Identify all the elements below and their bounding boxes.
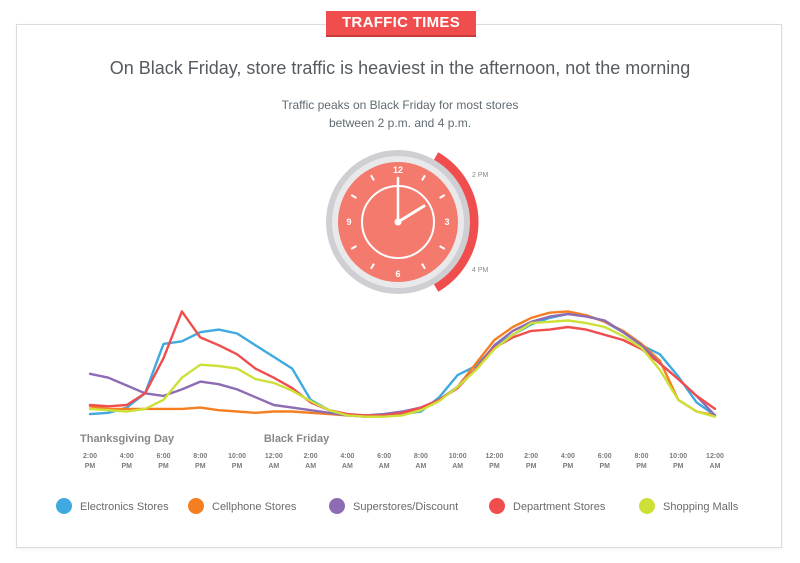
x-tick-label: 6:00 [377, 453, 391, 460]
clock-tick [421, 263, 426, 270]
series-line-department-stores [88, 310, 717, 417]
clock-number-6: 6 [395, 269, 400, 279]
x-tick-label: 8:00 [193, 453, 207, 460]
x-tick-label-suffix: PM [563, 463, 574, 470]
subtitle-line-1: Traffic peaks on Black Friday for most s… [281, 98, 519, 112]
x-tick-label-suffix: PM [195, 463, 206, 470]
x-tick-label-suffix: PM [673, 463, 684, 470]
clock-tick [370, 263, 375, 270]
x-tick-label: 6:00 [157, 453, 171, 460]
x-tick-label: 10:00 [449, 453, 467, 460]
legend-label-shopping-malls: Shopping Malls [663, 501, 739, 513]
clock-label-2pm: 2 PM [472, 172, 489, 179]
clock-tick-marks [350, 174, 446, 270]
x-tick-label: 2:00 [83, 453, 97, 460]
x-tick-label-suffix: AM [268, 463, 279, 470]
x-tick-label-suffix: PM [489, 463, 500, 470]
legend-swatch-shopping-malls [639, 498, 655, 514]
clock-tick [439, 194, 446, 199]
legend-label-cellphone-stores: Cellphone Stores [212, 501, 297, 513]
x-tick-label: 8:00 [414, 453, 428, 460]
series-line-shopping-malls [88, 319, 717, 418]
x-tick-label-suffix: AM [379, 463, 390, 470]
x-tick-label: 4:00 [561, 453, 575, 460]
x-tick-label-suffix: PM [599, 463, 610, 470]
clock-tick [350, 245, 357, 250]
series-lines [88, 310, 717, 418]
legend-swatch-superstores-discount [329, 498, 345, 514]
clock-tick [421, 174, 426, 181]
legend-label-electronics-stores: Electronics Stores [80, 501, 169, 513]
x-tick-label: 4:00 [120, 453, 134, 460]
x-tick-label-suffix: AM [305, 463, 316, 470]
x-tick-label-suffix: PM [158, 463, 169, 470]
x-tick-label: 12:00 [706, 453, 724, 460]
x-tick-label: 4:00 [340, 453, 354, 460]
series-line-superstores-discount [88, 312, 717, 417]
clock-tick [350, 194, 357, 199]
clock-label-4pm: 4 PM [472, 267, 489, 274]
x-tick-label: 6:00 [598, 453, 612, 460]
x-tick-label-suffix: PM [526, 463, 537, 470]
subtitle-line-2: between 2 p.m. and 4 p.m. [328, 116, 472, 130]
clock-number-3: 3 [444, 217, 449, 227]
x-tick-label: 8:00 [634, 453, 648, 460]
x-tick-label: 10:00 [228, 453, 246, 460]
x-tick-label-suffix: AM [710, 463, 721, 470]
chart-title: On Black Friday, store traffic is heavie… [109, 58, 691, 78]
x-tick-label: 10:00 [669, 453, 687, 460]
x-axis-ticks: 2:00 PM 4:00 PM 6:00 PM 8:00 PM 10:00 PM 12:00 AM 2:… [83, 453, 724, 470]
x-tick-label-suffix: PM [232, 463, 243, 470]
day-labels: Thanksgiving Day Black Friday [80, 433, 330, 445]
clock-number-9: 9 [346, 217, 351, 227]
x-tick-label-suffix: PM [85, 463, 96, 470]
clock-illustration: 12 3 6 9 2 PM 4 PM [326, 150, 489, 294]
x-tick-label-suffix: AM [452, 463, 463, 470]
legend-label-superstores-discount: Superstores/Discount [353, 501, 458, 513]
legend-swatch-cellphone-stores [188, 498, 204, 514]
clock-tick [370, 174, 375, 181]
x-tick-label: 12:00 [485, 453, 503, 460]
day-label-0: Thanksgiving Day [80, 433, 175, 445]
clock-hour-hand [396, 204, 426, 224]
x-tick-label: 2:00 [524, 453, 538, 460]
legend-swatch-electronics-stores [56, 498, 72, 514]
legend: Electronics Stores Cellphone Stores Supers… [56, 498, 739, 514]
clock-number-12: 12 [393, 165, 403, 175]
peak-hours-arc [433, 152, 479, 292]
x-tick-label-suffix: AM [415, 463, 426, 470]
traffic-times-badge: TRAFFIC TIMES [326, 11, 476, 35]
x-tick-label-suffix: PM [636, 463, 647, 470]
legend-swatch-department-stores [489, 498, 505, 514]
chart-subtitle: Traffic peaks on Black Friday for most s… [250, 96, 550, 132]
legend-label-department-stores: Department Stores [513, 501, 606, 513]
x-tick-label-suffix: AM [342, 463, 353, 470]
x-tick-label: 2:00 [304, 453, 318, 460]
clock-tick [439, 245, 446, 250]
clock-center-pin [394, 218, 402, 226]
series-line-cellphone-stores [88, 310, 717, 418]
day-label-1: Black Friday [264, 433, 330, 445]
x-tick-label-suffix: PM [122, 463, 133, 470]
x-tick-label: 12:00 [265, 453, 283, 460]
